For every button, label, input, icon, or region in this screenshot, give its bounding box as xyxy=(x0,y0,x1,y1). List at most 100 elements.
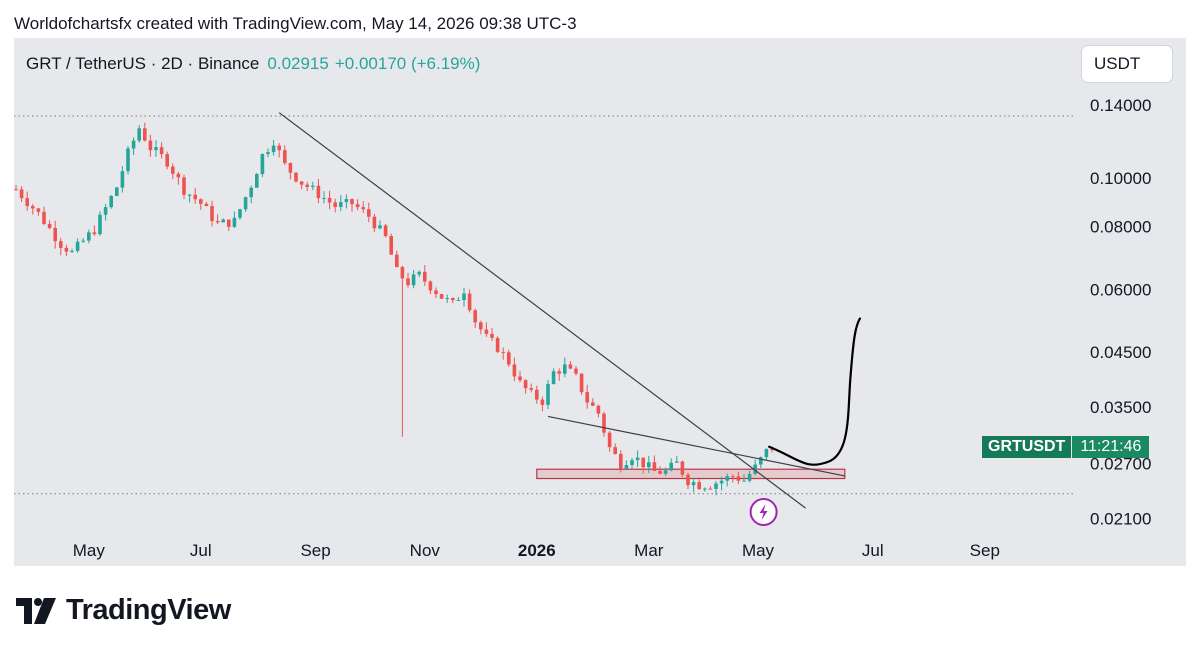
candle-body xyxy=(232,217,237,227)
candle-body xyxy=(294,172,298,182)
candle-body xyxy=(350,199,354,205)
last-price: 0.02915 xyxy=(267,54,329,73)
symbol-name: GRT / TetherUS · 2D · Binance xyxy=(26,54,260,73)
candle-body xyxy=(193,194,197,200)
x-tick-label: Sep xyxy=(970,541,1000,560)
candle-body xyxy=(159,147,164,155)
candle-body xyxy=(680,461,685,475)
x-tick-label: Jul xyxy=(190,541,212,560)
chart-panel[interactable]: 0.14000 0.10000 0.08000 0.06000 0.04500 0.035… xyxy=(14,38,1186,566)
candle-body xyxy=(47,223,52,228)
candle-body xyxy=(501,351,505,353)
candle-body xyxy=(120,171,125,188)
candle-body xyxy=(243,197,248,210)
x-tick-label: May xyxy=(73,541,106,560)
lightning-icon xyxy=(759,504,768,520)
candle-body xyxy=(703,488,707,490)
brand-name: TradingView xyxy=(66,594,231,626)
y-tick-label: 0.08000 xyxy=(1090,218,1151,237)
candle-body xyxy=(759,457,763,465)
candle-body xyxy=(372,216,377,229)
y-tick-label: 0.10000 xyxy=(1090,169,1151,188)
tradingview-logo-icon xyxy=(16,597,56,624)
candle-body xyxy=(210,206,214,221)
candle-body xyxy=(585,392,589,403)
x-tick-label: 2026 xyxy=(518,541,556,560)
candle-body xyxy=(249,187,253,198)
candle-body xyxy=(14,189,18,191)
candle-body xyxy=(367,209,371,217)
symbol-legend[interactable]: GRT / TetherUS · 2D · Binance 0.02915 +0.0… xyxy=(26,54,480,74)
candle-body xyxy=(719,480,724,484)
candle-body xyxy=(697,482,701,490)
x-tick-label: Sep xyxy=(300,541,330,560)
candle-body xyxy=(484,329,489,334)
candle-body xyxy=(467,293,472,311)
candle-body xyxy=(316,185,321,199)
candle-body xyxy=(529,388,533,390)
candle-body xyxy=(411,274,416,286)
wedge-lower-trendline xyxy=(547,415,845,477)
candle-body xyxy=(619,453,623,470)
candle-body xyxy=(686,474,690,486)
candle-body xyxy=(764,448,769,458)
candle-body xyxy=(658,470,662,474)
candle-body xyxy=(344,199,349,203)
candle-body xyxy=(641,457,645,468)
candle-body xyxy=(327,197,332,203)
candle-body xyxy=(675,461,679,463)
y-tick-label: 0.02100 xyxy=(1090,509,1151,528)
candle-body xyxy=(378,225,382,229)
candle-body xyxy=(742,480,746,482)
candle-body xyxy=(495,337,500,352)
candle-body xyxy=(238,209,242,218)
candle-body xyxy=(187,194,192,196)
x-tick-label: Mar xyxy=(634,541,664,560)
candle-body xyxy=(708,488,713,490)
candle-body xyxy=(103,207,108,215)
candle-body xyxy=(311,185,315,187)
candle-body xyxy=(579,373,584,393)
candle-body xyxy=(647,462,651,468)
candle-body xyxy=(507,352,511,365)
candle-body xyxy=(602,413,606,433)
candle-body xyxy=(260,154,265,175)
candle-body xyxy=(25,198,29,207)
candle-body xyxy=(563,364,567,374)
chart-credit: Worldofchartsfx created with TradingView… xyxy=(14,14,577,33)
candle-body xyxy=(389,236,393,255)
candle-body xyxy=(568,364,573,369)
candle-body xyxy=(663,470,668,474)
candle-body xyxy=(473,310,477,323)
candle-body xyxy=(339,202,343,207)
candle-body xyxy=(165,154,169,167)
candle-body xyxy=(131,140,136,149)
candle-body xyxy=(271,145,276,153)
candle-body xyxy=(439,294,444,299)
candle-body xyxy=(137,128,141,141)
candle-body xyxy=(81,240,85,242)
candle-body xyxy=(635,457,640,461)
candle-body xyxy=(770,448,774,450)
candle-body xyxy=(551,371,556,384)
candle-body xyxy=(215,220,220,223)
candle-body xyxy=(406,278,410,286)
descending-trendline xyxy=(278,112,806,509)
currency-button[interactable]: USDT xyxy=(1082,46,1172,82)
candle-body xyxy=(669,462,673,471)
candle-body xyxy=(591,402,595,406)
candle-body xyxy=(204,203,209,207)
ticker-price-label: GRTUSDT 11:21:46 xyxy=(982,435,1150,458)
candle-body xyxy=(98,214,102,235)
price-chart[interactable]: 0.14000 0.10000 0.08000 0.06000 0.04500 0.035… xyxy=(14,38,1186,566)
candle-body xyxy=(115,187,119,196)
candle-body xyxy=(199,199,203,204)
candle-body xyxy=(630,460,634,466)
candle-body xyxy=(490,333,494,338)
candle-body xyxy=(395,254,399,268)
candle-body xyxy=(221,219,225,223)
candle-body xyxy=(154,147,158,151)
candle-body xyxy=(652,462,657,471)
candle-body xyxy=(92,232,97,235)
candle-body xyxy=(305,184,309,187)
